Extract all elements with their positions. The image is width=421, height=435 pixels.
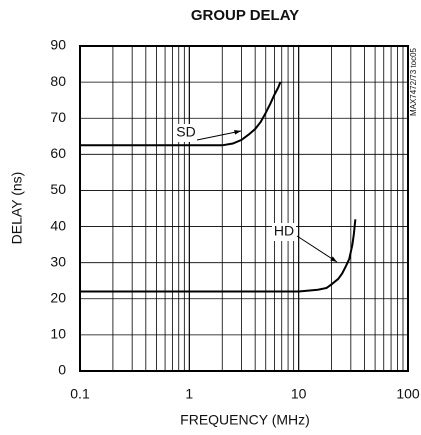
annotation-bg: [272, 223, 296, 241]
annotation-arrow: [196, 130, 242, 141]
y-tick-label: 10: [50, 326, 66, 342]
y-tick-label: 70: [50, 109, 66, 125]
x-tick-label: 0.1: [70, 386, 90, 402]
x-tick-label: 1: [185, 386, 193, 402]
plot-frame: [79, 45, 409, 372]
y-axis-label: DELAY (ns): [9, 172, 25, 245]
side-label: MAX7472/73 toc05: [409, 47, 418, 116]
y-tick-label: 30: [50, 253, 66, 269]
series-label: HD: [274, 223, 294, 239]
data-line: [80, 81, 282, 147]
x-tick-label: 10: [291, 386, 307, 402]
y-tick-label: 20: [50, 289, 66, 305]
y-tick-label: 50: [50, 181, 66, 197]
y-tick-label: 40: [50, 217, 66, 233]
arrow-head: [330, 256, 337, 262]
y-tick-label: 90: [50, 37, 66, 53]
y-tick-label: 80: [50, 73, 66, 89]
y-tick-label: 60: [50, 145, 66, 161]
x-tick-label: 100: [396, 386, 420, 402]
series-label: SD: [176, 124, 195, 140]
data-line: [80, 219, 357, 293]
y-tick-label: 0: [58, 362, 66, 378]
annotation-bg: [174, 124, 198, 142]
x-axis-label: FREQUENCY (MHz): [180, 412, 310, 428]
arrow-head: [234, 129, 241, 135]
annotation-arrow: [296, 235, 338, 263]
chart-title: GROUP DELAY: [191, 7, 299, 24]
